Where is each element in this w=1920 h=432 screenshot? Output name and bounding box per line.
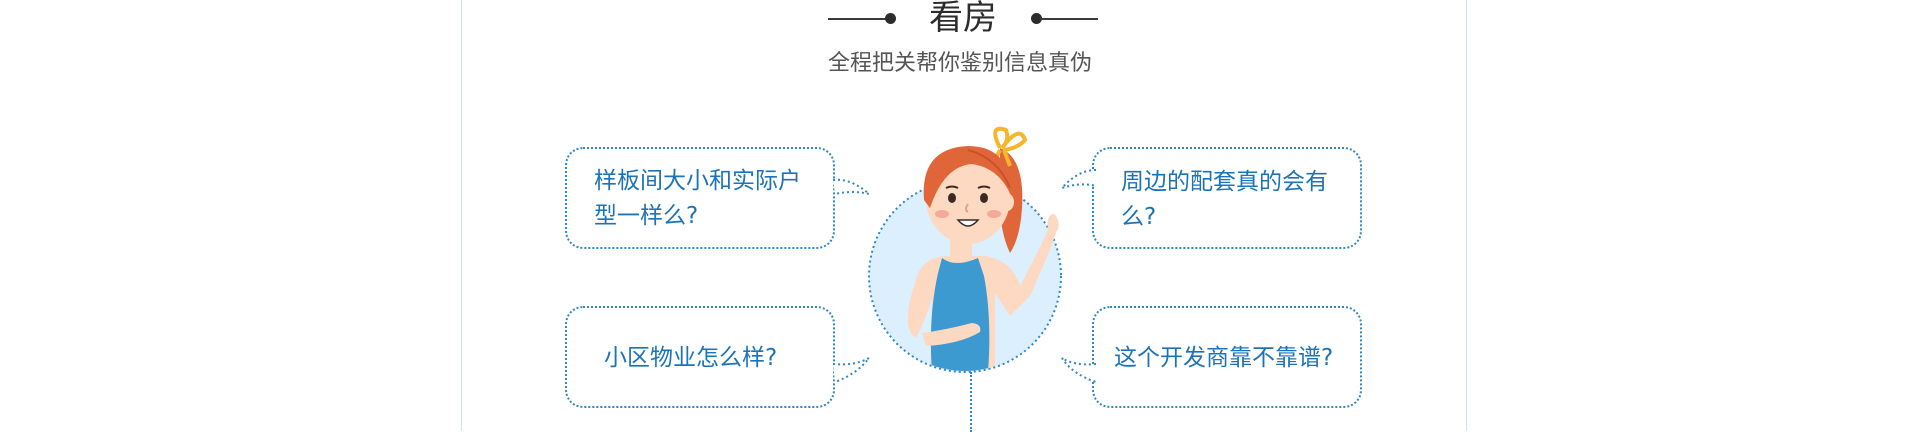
section-title: 看房 [828,0,1098,40]
title-decor-line-right [1040,18,1098,20]
page-title: 看房 [929,0,997,38]
title-decor-dot-left [885,13,896,24]
title-decor-dot-right [1031,13,1042,24]
bubble-tail-bottom-left [832,357,870,383]
question-text: 小区物业怎么样? [604,345,778,371]
question-bubble-bottom-left: 小区物业怎么样? [565,306,835,408]
bubble-tail-top-left [832,178,870,195]
frame-border-left [461,0,462,431]
bubble-tail-bottom-right [1061,357,1097,383]
bubble-tail-top-right [1058,169,1097,191]
question-text: 样板间大小和实际户型一样么? [594,168,801,229]
title-decor-line-left [828,18,886,20]
frame-border-right [1466,0,1467,431]
question-bubble-top-left: 样板间大小和实际户型一样么? [565,147,835,249]
connector-dotted-line [970,372,972,432]
girl-illustration [868,126,1062,373]
page-subtitle: 全程把关帮你鉴别信息真伪 [827,51,1092,76]
question-bubble-bottom-right: 这个开发商靠不靠谱? [1092,306,1362,408]
question-text: 周边的配套真的会有么? [1121,169,1328,230]
question-text: 这个开发商靠不靠谱? [1114,345,1334,371]
question-bubble-top-right: 周边的配套真的会有么? [1092,147,1362,249]
